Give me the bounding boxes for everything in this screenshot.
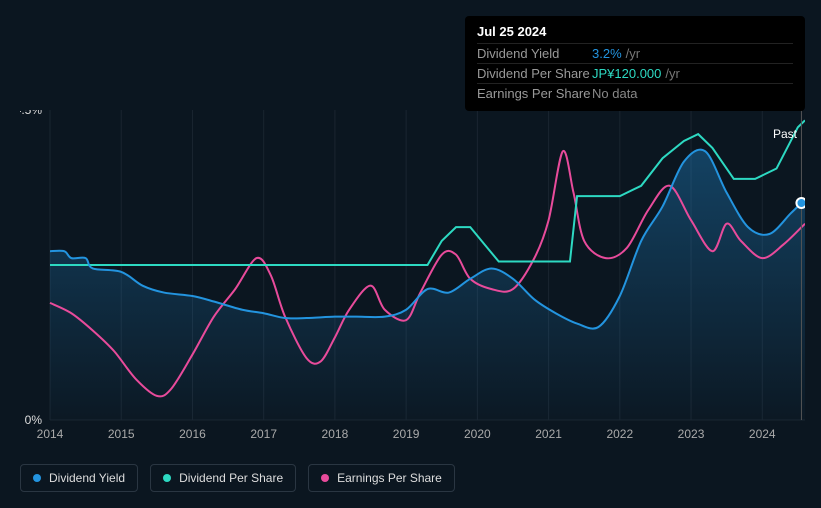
tooltip-suffix: /yr [665,66,679,81]
legend-swatch [321,474,329,482]
legend-item-earnings-per-share[interactable]: Earnings Per Share [308,464,455,492]
tooltip-label: Dividend Per Share [477,66,592,81]
svg-text:2017: 2017 [250,427,277,441]
legend-swatch [33,474,41,482]
svg-text:2015: 2015 [108,427,135,441]
svg-text:2023: 2023 [678,427,705,441]
svg-text:0%: 0% [25,413,43,427]
tooltip-suffix: /yr [626,46,640,61]
svg-text:2021: 2021 [535,427,562,441]
svg-text:2018: 2018 [322,427,349,441]
legend: Dividend Yield Dividend Per Share Earnin… [20,464,455,492]
legend-item-dividend-yield[interactable]: Dividend Yield [20,464,138,492]
legend-item-dividend-per-share[interactable]: Dividend Per Share [150,464,296,492]
legend-swatch [163,474,171,482]
tooltip-label: Earnings Per Share [477,86,592,101]
tooltip-date: Jul 25 2024 [477,24,793,43]
tooltip-row: Earnings Per Share No data [477,83,793,103]
svg-text:Past: Past [773,127,798,141]
line-chart: 2014 2015 2016 2017 2018 2019 2020 2021 2022 2023… [20,110,805,450]
legend-label: Earnings Per Share [337,471,442,485]
legend-label: Dividend Yield [49,471,125,485]
svg-text:2014: 2014 [37,427,64,441]
tooltip-row: Dividend Yield 3.2% /yr [477,43,793,63]
chart-tooltip: Jul 25 2024 Dividend Yield 3.2% /yr Divid… [465,16,805,111]
legend-label: Dividend Per Share [179,471,283,485]
svg-text:2019: 2019 [393,427,420,441]
tooltip-row: Dividend Per Share JP¥120.000/yr [477,63,793,83]
svg-text:4.5%: 4.5% [20,110,42,117]
tooltip-label: Dividend Yield [477,46,592,61]
tooltip-value: No data [592,86,638,101]
svg-text:2024: 2024 [749,427,776,441]
svg-text:2022: 2022 [606,427,633,441]
tooltip-value: JP¥120.000 [592,66,661,81]
svg-text:2016: 2016 [179,427,206,441]
chart-area[interactable]: 2014 2015 2016 2017 2018 2019 2020 2021 2022 2023… [20,110,805,450]
tooltip-value: 3.2% [592,46,622,61]
svg-text:2020: 2020 [464,427,491,441]
